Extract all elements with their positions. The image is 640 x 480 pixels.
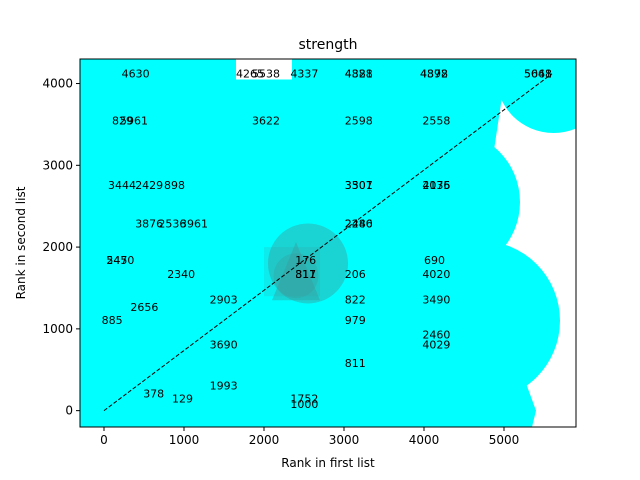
overlay-circle bbox=[273, 253, 319, 299]
x-tick-label: 2000 bbox=[249, 433, 280, 447]
point-label: 2903 bbox=[210, 293, 238, 306]
point-label: 378 bbox=[143, 387, 164, 400]
point-label: 2656 bbox=[130, 301, 158, 314]
y-axis-label: Rank in second list bbox=[14, 186, 28, 299]
point-label: 4337 bbox=[290, 68, 318, 81]
point-label: 2558 bbox=[422, 114, 450, 127]
point-label: 176 bbox=[295, 254, 316, 267]
point-label: 1993 bbox=[210, 379, 238, 392]
chart-title: strength bbox=[299, 37, 358, 53]
point-label: 822 bbox=[345, 293, 366, 306]
point-label: 2076 bbox=[422, 179, 450, 192]
overlay-triangle bbox=[272, 242, 320, 301]
point-label: 3501 bbox=[345, 179, 373, 192]
triangle-marker bbox=[388, 78, 480, 109]
marker-blob bbox=[427, 59, 453, 85]
y-axis-ticks: 0 1000 2000 3000 4000 bbox=[42, 77, 80, 418]
x-tick-label: 5000 bbox=[489, 433, 520, 447]
point-label: 2470 bbox=[106, 254, 134, 267]
plot-frame bbox=[79, 58, 577, 428]
overlay-layer bbox=[264, 223, 348, 304]
y-tick-label: 4000 bbox=[42, 77, 73, 91]
point-label: 3622 bbox=[252, 114, 280, 127]
point-label: 545 bbox=[106, 254, 127, 267]
point-label: 4265 bbox=[236, 68, 264, 81]
point-label: 4821 bbox=[345, 68, 373, 81]
point-label: 3961 bbox=[180, 217, 208, 230]
point-label: 5648 bbox=[524, 68, 552, 81]
point-label: 5538 bbox=[252, 68, 280, 81]
point-label: 2598 bbox=[345, 114, 373, 127]
point-label: 829 bbox=[112, 114, 133, 127]
point-label: 4029 bbox=[422, 338, 450, 351]
marker-blob bbox=[192, 240, 336, 385]
triangle-marker bbox=[464, 189, 516, 219]
x-axis-ticks: 0 1000 2000 3000 4000 5000 bbox=[100, 427, 519, 447]
x-tick-label: 0 bbox=[100, 433, 108, 447]
marker-layer bbox=[80, 59, 576, 427]
point-label: 2536 bbox=[158, 217, 186, 230]
point-label: 3690 bbox=[210, 338, 238, 351]
x-axis-label: Rank in first list bbox=[281, 456, 375, 470]
x-tick-label: 3000 bbox=[329, 433, 360, 447]
point-label: 2280 bbox=[345, 217, 373, 230]
point-label: 4135 bbox=[422, 179, 450, 192]
y-tick-label: 0 bbox=[65, 404, 73, 418]
point-label: 4388 bbox=[345, 68, 373, 81]
y-tick-label: 2000 bbox=[42, 240, 73, 254]
point-label: 3444 bbox=[108, 179, 136, 192]
point-label: 1000 bbox=[290, 398, 318, 411]
point-label: 2429 bbox=[135, 179, 163, 192]
point-label: 1752 bbox=[290, 392, 318, 405]
point-label: 2460 bbox=[422, 329, 450, 342]
point-label: 129 bbox=[172, 392, 193, 405]
x-tick-label: 4000 bbox=[409, 433, 440, 447]
marker-blob bbox=[496, 59, 576, 133]
marker-blob bbox=[376, 130, 520, 275]
point-label: 3876 bbox=[135, 217, 163, 230]
point-label: 5061 bbox=[524, 68, 552, 81]
point-label: 4898 bbox=[420, 68, 448, 81]
point-label: 898 bbox=[164, 179, 185, 192]
y-tick-label: 1000 bbox=[42, 322, 73, 336]
y-tick-label: 3000 bbox=[42, 158, 73, 172]
diagonal-reference-line bbox=[103, 73, 553, 412]
point-label: 4020 bbox=[422, 268, 450, 281]
x-tick-label: 1000 bbox=[169, 433, 200, 447]
point-label: 885 bbox=[102, 314, 123, 327]
point-label: 2446 bbox=[345, 217, 373, 230]
diagonal-layer bbox=[103, 73, 553, 412]
overlay-circle bbox=[268, 223, 348, 304]
point-label: 311 bbox=[295, 268, 316, 281]
point-label: 4630 bbox=[122, 68, 150, 81]
marker-blob bbox=[345, 59, 399, 98]
point-label: 3307 bbox=[345, 179, 373, 192]
point-label: 811 bbox=[345, 357, 366, 370]
point-label: 817 bbox=[295, 268, 316, 281]
point-label: 979 bbox=[345, 314, 366, 327]
point-label: 206 bbox=[345, 268, 366, 281]
point-label: 4372 bbox=[420, 68, 448, 81]
point-label: 3490 bbox=[422, 293, 450, 306]
point-label: 2340 bbox=[167, 268, 195, 281]
point-label: 5961 bbox=[120, 114, 148, 127]
point-label: 690 bbox=[424, 254, 445, 267]
marker-blob bbox=[400, 240, 560, 401]
